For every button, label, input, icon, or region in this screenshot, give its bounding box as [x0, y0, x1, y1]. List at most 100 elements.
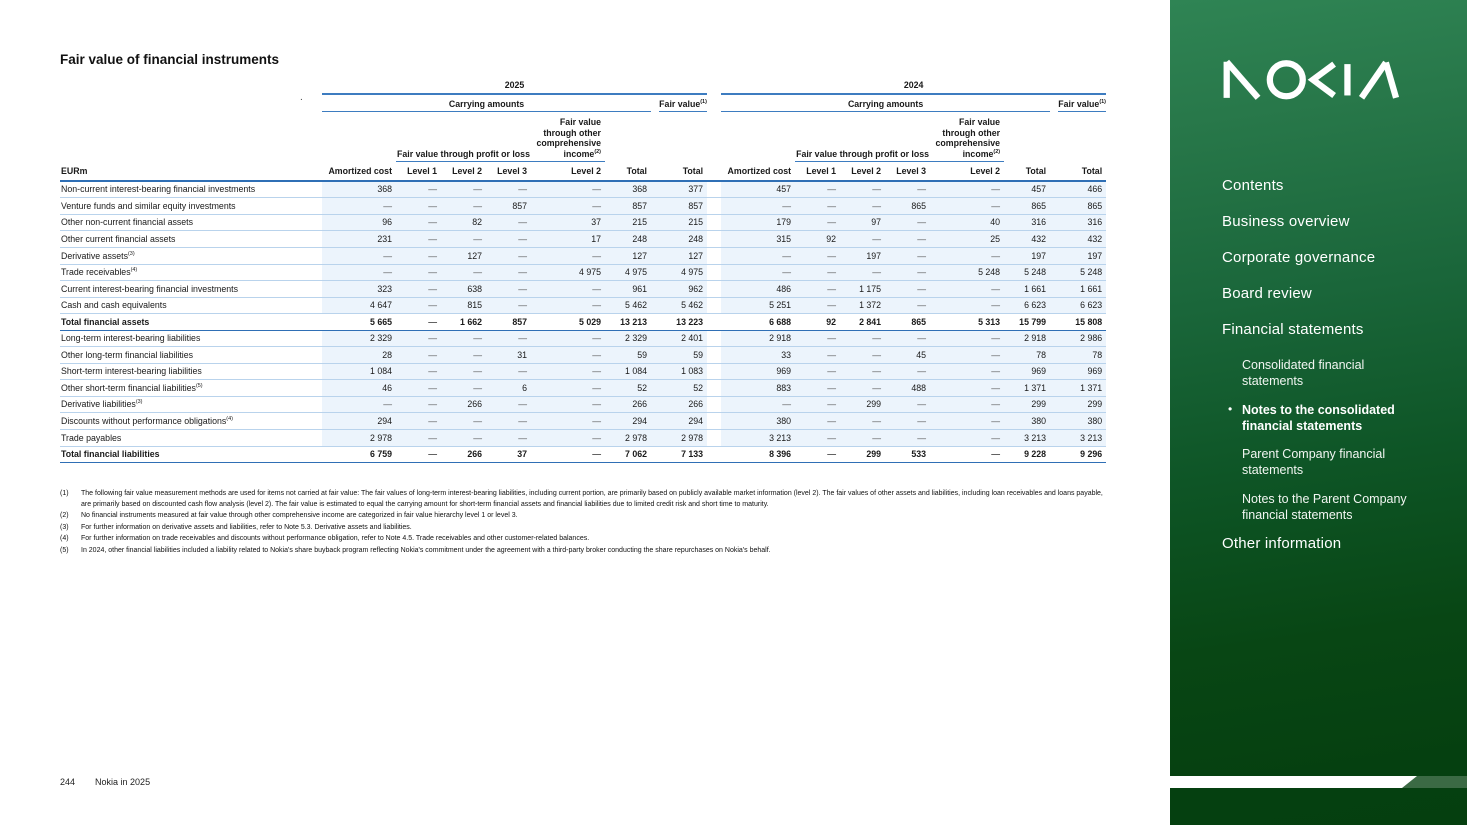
value-cell: 432: [1058, 230, 1107, 249]
footnote: (5) In 2024, other financial liabilities …: [60, 546, 1112, 557]
row-label: Short-term interest-bearing liabilities: [60, 363, 322, 381]
value-cell: 865: [885, 313, 931, 331]
value-cell: 3 213: [1004, 429, 1051, 447]
table-cell: [1050, 379, 1059, 397]
sidebar-item-label: Business overview: [1222, 213, 1350, 230]
value-cell: 380: [721, 412, 796, 431]
value-cell: —: [930, 180, 1005, 199]
value-cell: —: [885, 264, 931, 282]
value-cell: 5 248: [1004, 264, 1051, 282]
sidebar-item-notes-to-the-parent-company-financial-statements[interactable]: Notes to the Parent Company financial st…: [1170, 491, 1430, 524]
value-cell: 316: [1004, 214, 1051, 232]
value-cell: 962: [659, 280, 708, 298]
sidebar-item-consolidated-financial-statements[interactable]: Consolidated financial statements: [1170, 357, 1430, 390]
year-header: 2025: [322, 80, 708, 95]
carrying-amounts-header: Carrying amounts: [721, 93, 1051, 113]
column-header: Total: [659, 161, 708, 182]
table-cell: [707, 247, 722, 265]
value-cell: 432: [1004, 230, 1051, 249]
value-cell: 8 396: [721, 445, 796, 464]
value-cell: —: [486, 280, 531, 298]
carrying-amounts-header: Carrying amounts: [322, 93, 651, 113]
value-cell: 3 213: [1058, 429, 1107, 447]
value-cell: 6: [486, 379, 531, 397]
value-cell: —: [322, 247, 396, 265]
value-cell: 127: [659, 247, 708, 265]
value-cell: 127: [605, 247, 651, 265]
table-cell: [60, 112, 322, 162]
value-cell: 179: [721, 214, 796, 232]
table-cell: [651, 280, 659, 298]
value-cell: —: [840, 379, 886, 397]
value-cell: 37: [486, 445, 531, 464]
value-cell: —: [885, 330, 931, 348]
nokia-logo-icon: [1223, 59, 1400, 100]
value-cell: —: [396, 297, 441, 315]
sidebar-item-label: Contents: [1222, 177, 1284, 194]
column-header: Level 2: [531, 161, 605, 182]
value-cell: 2 978: [322, 429, 396, 447]
table-cell: [707, 80, 721, 94]
table-cell: [651, 161, 659, 182]
sidebar-item-board-review[interactable]: Board review: [1170, 285, 1467, 302]
table-cell: [659, 112, 707, 162]
table-cell: [1050, 412, 1059, 431]
value-cell: —: [930, 396, 1005, 414]
sidebar-item-business-overview[interactable]: Business overview: [1170, 213, 1467, 230]
footnote-text: No financial instruments measured at fai…: [81, 512, 518, 519]
fair-value-header: Fair value(1): [659, 93, 708, 113]
value-cell: 15 808: [1058, 313, 1107, 331]
value-cell: 1 175: [840, 280, 886, 298]
sidebar-item-notes-to-the-consolidated-financial-statements[interactable]: • Notes to the consolidated financial sta…: [1170, 402, 1430, 435]
row-label: Cash and cash equivalents: [60, 297, 322, 315]
value-cell: 323: [322, 280, 396, 298]
table-row: Short-term interest-bearing liabilities 1…: [60, 363, 1107, 381]
value-cell: 82: [441, 214, 486, 232]
sidebar-item-contents[interactable]: Contents: [1170, 177, 1467, 194]
sidebar-item-label: Notes to the consolidated financial stat…: [1242, 402, 1395, 433]
sidebar-item-financial-statements[interactable]: Financial statements: [1170, 321, 1467, 338]
sidebar-item-corporate-governance[interactable]: Corporate governance: [1170, 249, 1467, 266]
value-cell: 5 313: [930, 313, 1005, 331]
value-cell: —: [795, 445, 841, 464]
value-cell: —: [885, 247, 931, 265]
value-cell: —: [930, 346, 1005, 364]
table-row: Venture funds and similar equity investm…: [60, 197, 1107, 215]
column-header: Total: [1004, 161, 1051, 182]
value-cell: 294: [605, 412, 651, 431]
value-cell: 1 084: [605, 363, 651, 381]
sidebar-item-parent-company-financial-statements[interactable]: Parent Company financial statements: [1170, 446, 1430, 479]
value-cell: —: [322, 396, 396, 414]
value-cell: —: [721, 396, 796, 414]
value-cell: 266: [441, 396, 486, 414]
table-cell: [322, 112, 396, 162]
sidebar: Contents Business overview Corporate gover…: [1170, 0, 1467, 825]
value-cell: 865: [1004, 197, 1051, 215]
value-cell: —: [396, 445, 441, 464]
value-cell: 28: [322, 346, 396, 364]
value-cell: 78: [1058, 346, 1107, 364]
table-cell: [1050, 429, 1059, 447]
value-cell: —: [531, 346, 605, 364]
footnote: (1) The following fair value measurement …: [60, 489, 1112, 510]
value-cell: —: [840, 429, 886, 447]
value-cell: 5 251: [721, 297, 796, 315]
value-cell: —: [396, 264, 441, 282]
table-cell: [651, 247, 659, 265]
table-cell: [1050, 330, 1059, 348]
table-cell: [605, 112, 651, 162]
value-cell: 231: [322, 230, 396, 249]
sidebar-item-other-information[interactable]: Other information: [1170, 535, 1467, 552]
sidebar-item-label: Board review: [1222, 285, 1312, 302]
value-cell: 52: [659, 379, 708, 397]
value-cell: —: [441, 379, 486, 397]
row-label: Trade payables: [60, 429, 322, 447]
value-cell: —: [441, 180, 486, 199]
value-cell: 380: [1004, 412, 1051, 431]
value-cell: 6 688: [721, 313, 796, 331]
value-cell: —: [531, 330, 605, 348]
value-cell: 883: [721, 379, 796, 397]
group-header-row: Carrying amounts Fair value(1) Carrying am…: [60, 93, 1107, 113]
footnote-number: (3): [60, 523, 69, 531]
value-cell: —: [840, 264, 886, 282]
